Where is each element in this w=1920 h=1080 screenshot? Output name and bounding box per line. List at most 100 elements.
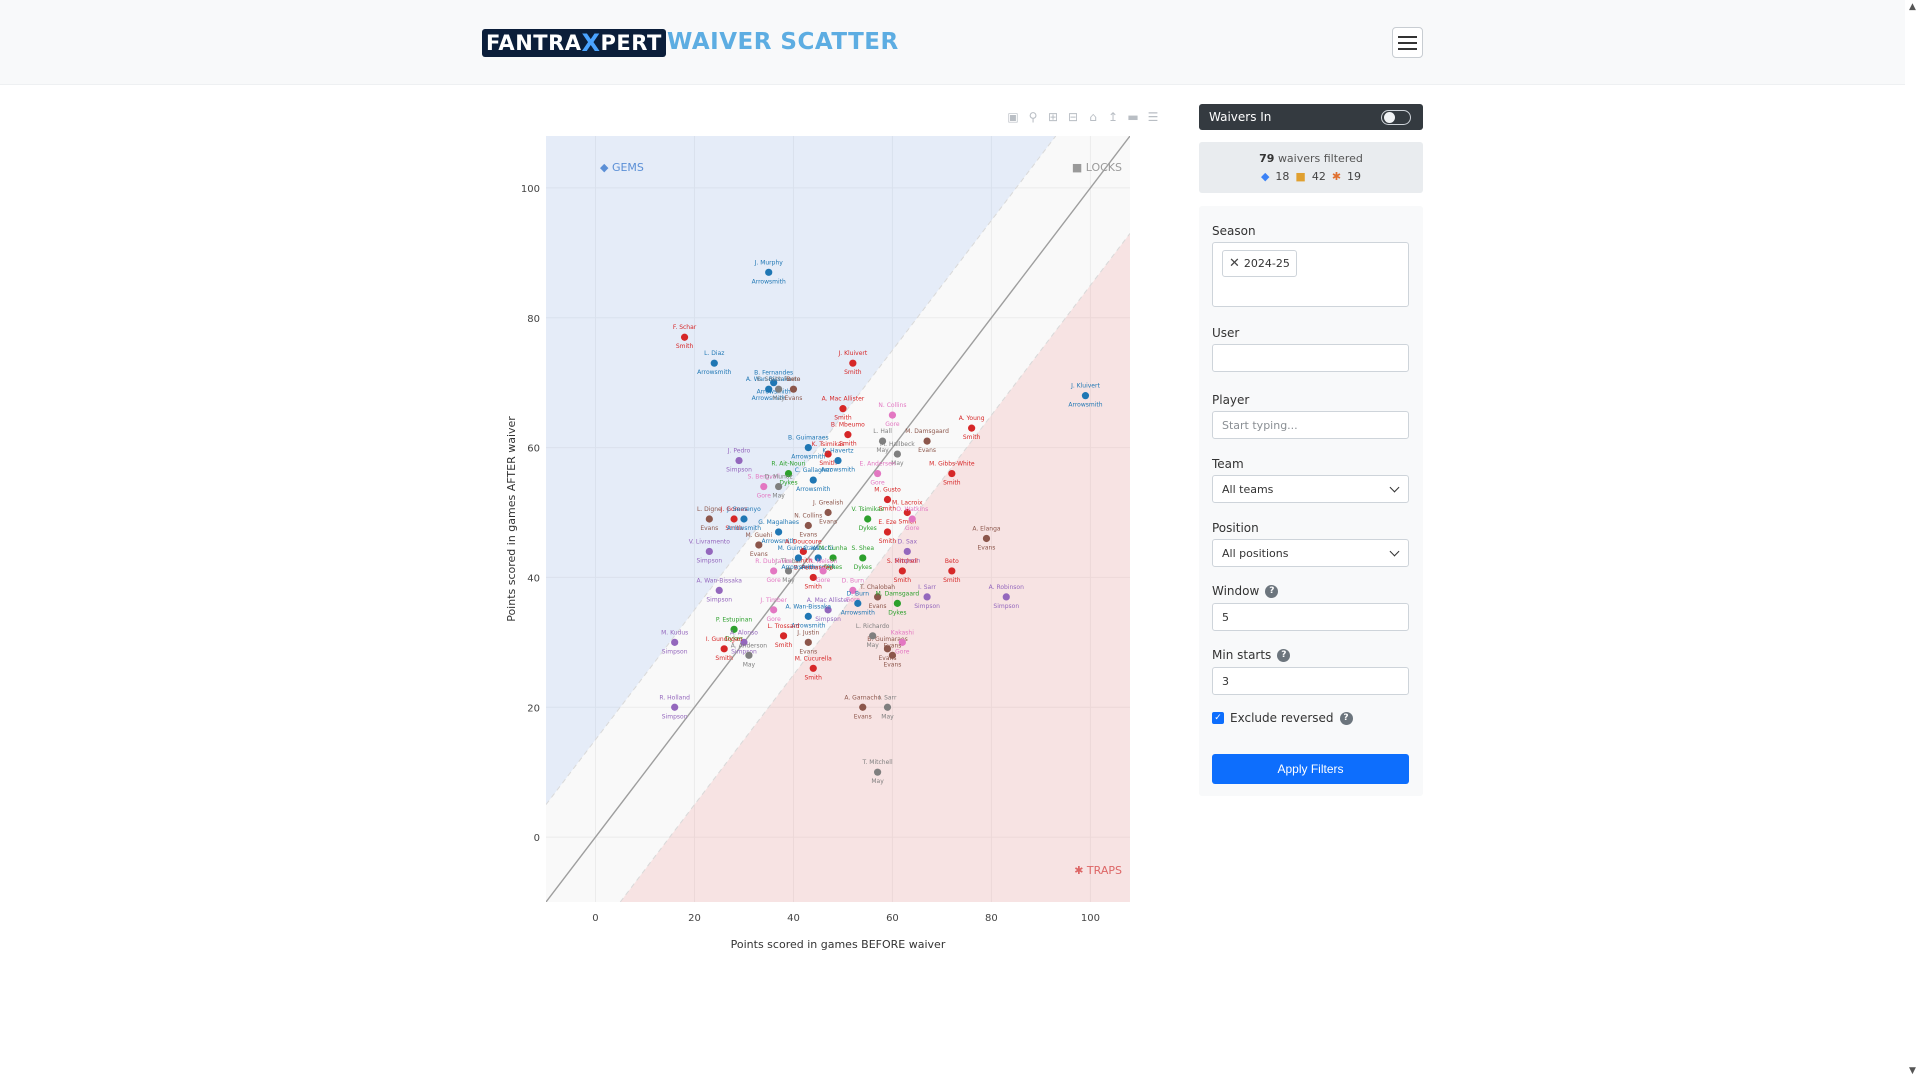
data-point[interactable] — [809, 476, 817, 484]
data-point[interactable] — [765, 268, 773, 276]
data-point[interactable] — [873, 469, 882, 478]
exclude-reversed-checkbox[interactable]: ✓ — [1212, 712, 1224, 724]
data-point[interactable] — [888, 651, 897, 659]
data-point[interactable] — [765, 385, 773, 393]
data-point[interactable] — [804, 612, 812, 620]
scroll-down-arrow-icon[interactable]: ▼ — [1909, 1066, 1916, 1076]
data-point[interactable] — [770, 379, 778, 387]
data-point[interactable] — [799, 547, 807, 556]
data-point[interactable] — [898, 567, 906, 575]
data-point[interactable] — [680, 333, 689, 341]
data-point[interactable] — [715, 586, 723, 595]
window-input[interactable]: 5 — [1212, 603, 1409, 631]
data-point[interactable] — [824, 450, 832, 458]
data-point[interactable] — [948, 567, 956, 575]
exclude-reversed-row[interactable]: ✓ Exclude reversed ? — [1212, 711, 1353, 725]
data-point[interactable] — [854, 599, 862, 607]
waivers-in-toggle[interactable]: Waivers In — [1199, 104, 1423, 130]
brand-logo[interactable]: FANTRA X PERT — [482, 29, 666, 57]
data-point[interactable] — [859, 554, 867, 562]
data-point[interactable] — [1002, 593, 1010, 601]
data-point[interactable] — [671, 703, 679, 711]
team-select[interactable]: All teams — [1212, 475, 1409, 503]
data-point[interactable] — [775, 482, 783, 491]
data-point[interactable] — [1081, 392, 1090, 400]
season-chip[interactable]: ✕ 2024-25 — [1222, 250, 1297, 277]
waivers-in-switch[interactable] — [1381, 110, 1411, 125]
help-icon[interactable]: ? — [1265, 584, 1279, 598]
data-point[interactable] — [775, 385, 783, 393]
data-point[interactable] — [839, 405, 847, 413]
player-input[interactable]: Start typing... — [1212, 411, 1409, 439]
zoom-in-icon[interactable]: ⊞ — [1047, 110, 1059, 124]
data-point[interactable] — [745, 651, 753, 659]
data-point[interactable] — [740, 638, 748, 646]
remove-chip-icon[interactable]: ✕ — [1229, 256, 1240, 271]
data-point[interactable] — [878, 437, 887, 445]
zoom-icon[interactable]: ⚲ — [1028, 110, 1038, 124]
apply-filters-button[interactable]: Apply Filters — [1212, 754, 1409, 784]
data-point[interactable] — [755, 541, 763, 549]
data-point[interactable] — [784, 567, 793, 575]
hover-closest-icon[interactable]: ☰ — [1147, 110, 1159, 124]
data-point[interactable] — [849, 586, 857, 595]
data-point[interactable] — [705, 515, 713, 523]
data-point[interactable] — [819, 567, 827, 575]
data-point[interactable] — [982, 534, 991, 543]
data-point[interactable] — [898, 638, 906, 646]
data-point[interactable] — [849, 359, 857, 367]
compare-icon[interactable]: ▬ — [1127, 110, 1139, 124]
data-point[interactable] — [775, 528, 783, 536]
data-point[interactable] — [789, 385, 798, 393]
data-point[interactable] — [968, 424, 976, 432]
data-point[interactable] — [873, 768, 882, 776]
scroll-up-arrow-icon[interactable]: ▲ — [1909, 2, 1916, 12]
data-point[interactable] — [883, 703, 892, 711]
user-input[interactable] — [1212, 344, 1409, 372]
data-point[interactable] — [948, 469, 956, 478]
data-point[interactable] — [779, 632, 788, 640]
waiver-scatter-chart[interactable]: 0 20 40 60 80 100 0 20 40 60 80 100 Points scored in… — [500, 130, 1140, 960]
data-point[interactable] — [859, 703, 867, 711]
data-point[interactable] — [730, 625, 738, 633]
data-point[interactable] — [883, 495, 892, 504]
data-point[interactable] — [710, 359, 718, 367]
data-point[interactable] — [770, 567, 778, 575]
data-point[interactable] — [908, 515, 916, 523]
data-point[interactable] — [893, 450, 901, 458]
data-point[interactable] — [740, 515, 748, 523]
data-point[interactable] — [809, 573, 817, 582]
data-point[interactable] — [671, 638, 679, 646]
data-point[interactable] — [834, 456, 842, 465]
data-point[interactable] — [923, 437, 931, 445]
home-icon[interactable]: ⌂ — [1089, 110, 1097, 124]
data-point[interactable] — [735, 456, 743, 465]
help-icon[interactable]: ? — [1277, 648, 1291, 662]
data-point[interactable] — [804, 443, 812, 452]
data-point[interactable] — [923, 593, 931, 601]
data-point[interactable] — [903, 547, 911, 556]
data-point[interactable] — [760, 482, 768, 491]
data-point[interactable] — [844, 431, 852, 439]
data-point[interactable] — [824, 606, 832, 614]
data-point[interactable] — [883, 645, 892, 653]
help-icon[interactable]: ? — [1339, 711, 1353, 725]
data-point[interactable] — [869, 632, 877, 640]
data-point[interactable] — [809, 664, 817, 672]
camera-icon[interactable]: ▣ — [1007, 110, 1019, 124]
data-point[interactable] — [770, 606, 778, 614]
zoom-out-icon[interactable]: ⊟ — [1067, 110, 1079, 124]
season-multiselect[interactable]: ✕ 2024-25 — [1212, 242, 1409, 307]
data-point[interactable] — [873, 593, 882, 601]
data-point[interactable] — [903, 508, 911, 517]
data-point[interactable] — [888, 411, 897, 419]
hamburger-menu-icon[interactable] — [1392, 27, 1423, 58]
data-point[interactable] — [705, 547, 713, 556]
min-starts-input[interactable]: 3 — [1212, 667, 1409, 695]
data-point[interactable] — [893, 599, 901, 607]
data-point[interactable] — [804, 521, 812, 530]
data-point[interactable] — [784, 469, 793, 478]
data-point[interactable] — [824, 508, 832, 517]
data-point[interactable] — [814, 554, 822, 562]
data-point[interactable] — [883, 528, 892, 536]
